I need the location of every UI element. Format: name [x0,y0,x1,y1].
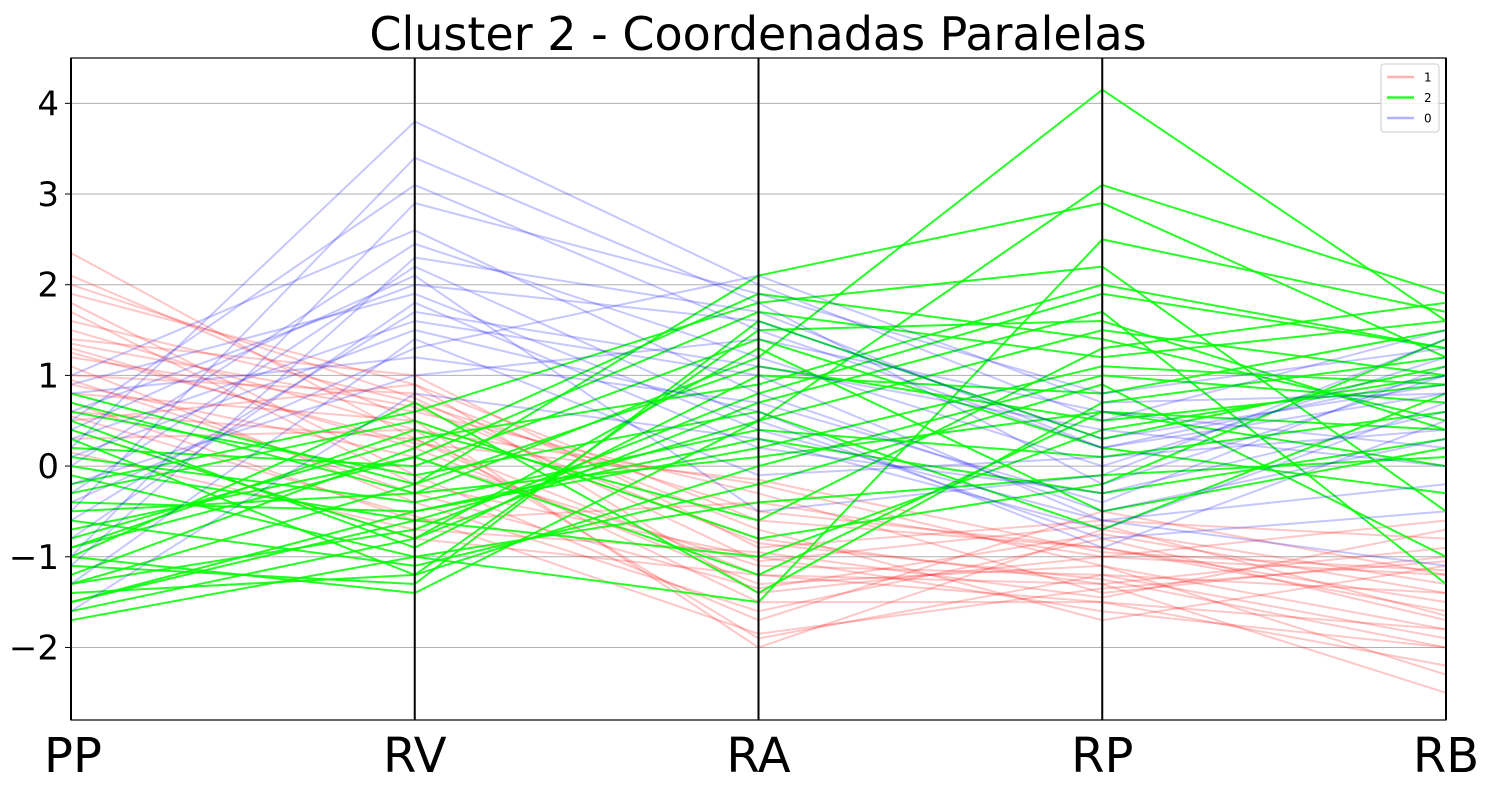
y-tick-label: −2 [9,628,59,668]
y-tick-label: 4 [37,84,59,124]
y-tick-label: 2 [37,266,59,306]
x-tick-label: RB [1413,728,1479,784]
x-tick-label: RV [383,728,447,784]
y-tick-label: 0 [37,447,59,487]
x-tick-label: PP [44,728,102,784]
legend-label: 0 [1424,112,1432,126]
legend: 1 2 0 [1380,63,1440,133]
y-tick-labels: −2 −1 0 1 2 3 4 [9,84,71,668]
chart-title: Cluster 2 - Coordenadas Paralelas [369,7,1146,61]
y-tick-label: 1 [37,356,59,396]
legend-label: 2 [1424,91,1432,105]
x-tick-label: RP [1071,728,1133,784]
plot-frame [70,57,1447,721]
x-tick-labels: PP RV RA RP RB [44,728,1479,784]
y-tick-label: 3 [37,175,59,215]
x-tick-label: RA [726,728,790,784]
legend-label: 1 [1424,71,1432,85]
y-tick-label: −1 [9,538,59,578]
